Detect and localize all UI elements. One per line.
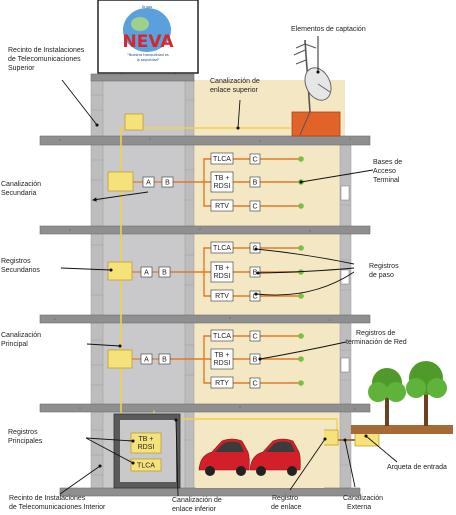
box-a-1: A (146, 180, 151, 187)
label-registros-terminacion: Registros de terminación de Red (346, 330, 407, 346)
tbrdsi-2-l1: TB + (215, 265, 230, 272)
floor2-ab: A B (132, 266, 171, 278)
floor1-services: TLCA TB + RDSI RTV C B C (210, 152, 261, 212)
tlca-1: TLCA (213, 156, 231, 163)
neva-logo: Grupo NEVA "Nuestra tranquilidad es la s… (97, 0, 199, 80)
tree-1 (368, 368, 406, 426)
b-1b: B (253, 180, 258, 187)
label-recinto-superior: Recinto de Instalaciones de Telecomunica… (8, 47, 86, 72)
floor3-ab: A B (132, 353, 171, 365)
label-registros-secundarios: Registros Secundarios (1, 258, 40, 274)
floor-slabs (39, 73, 371, 497)
car-1 (198, 438, 250, 476)
car-2 (249, 438, 301, 476)
label-recinto-inferior: Recinto de Instalaciones de Telecomunica… (9, 495, 106, 511)
tbrdsi-ground-l1: TB + (139, 436, 154, 443)
label-elementos-captacion: Elementos de captación (291, 26, 366, 33)
b-2b: B (253, 270, 258, 277)
rtv-1: RTV (215, 203, 229, 210)
rooftop-antenna (291, 39, 341, 137)
labels: Recinto de Instalaciones de Telecomunica… (1, 26, 447, 513)
tbrdsi-1-l1: TB + (215, 175, 230, 182)
label-canalizacion-enlace-superior: Canalización de enlace superior (210, 78, 262, 94)
rty-3: RTY (215, 380, 229, 387)
c-2c: C (252, 294, 257, 301)
building (90, 79, 352, 491)
box-a-3: A (144, 357, 149, 364)
label-arqueta-entrada: Arqueta de entrada (387, 464, 447, 471)
tbrdsi-1-l2: RDSI (214, 183, 231, 190)
c-1c: C (252, 204, 257, 211)
tbrdsi-2-l2: RDSI (214, 273, 231, 280)
tlca-2: TLCA (213, 245, 231, 252)
tbrdsi-ground-l2: RDSI (138, 444, 155, 451)
box-b-3: B (162, 357, 167, 364)
label-canalizacion-enlace-inferior: Canalización de enlace inferior (172, 497, 224, 513)
leader-lines (59, 36, 398, 497)
label-registros-paso: Registros de paso (369, 263, 401, 279)
logo-tagline-1: "Nuestra tranquilidad es (127, 53, 169, 57)
rtv-2: RTV (215, 293, 229, 300)
label-canalizacion-externa: Canalización Externa (343, 495, 385, 511)
tree-2 (406, 361, 447, 426)
c-1a: C (252, 157, 257, 164)
logo-tagline-2: la seguridad" (137, 58, 160, 62)
label-registro-enlace: Registro de enlace (271, 495, 301, 511)
tlca-ground: TLCA (137, 463, 155, 470)
tbrdsi-3-l2: RDSI (214, 360, 231, 367)
c-3a: C (252, 334, 257, 341)
label-canalizacion-principal: Canalización Principal (1, 332, 43, 348)
box-b-2: B (162, 270, 167, 277)
floor1-ab: A B (133, 176, 175, 188)
box-b-1: B (165, 180, 170, 187)
c-3c: C (252, 381, 257, 388)
ground-floor: TB + RDSI TLCA (113, 413, 324, 489)
box-a-2: A (144, 270, 149, 277)
label-canalizacion-secundaria: Canalización Secundaria (1, 181, 43, 197)
label-registros-principales: Registros Principales (8, 429, 43, 445)
b-3b: B (253, 357, 258, 364)
tbrdsi-3-l1: TB + (215, 352, 230, 359)
floor2-services: TLCA TB + RDSI RTV C B C (210, 241, 261, 302)
label-bases-acceso: Bases de Acceso Terminal (373, 159, 404, 184)
outside-ground (351, 361, 453, 434)
floor3-services: TLCA TB + RDSI RTY C B C (210, 329, 261, 389)
logo-top-text: Grupo (142, 5, 152, 9)
tlca-3: TLCA (213, 333, 231, 340)
logo-name: NEVA (123, 32, 175, 52)
